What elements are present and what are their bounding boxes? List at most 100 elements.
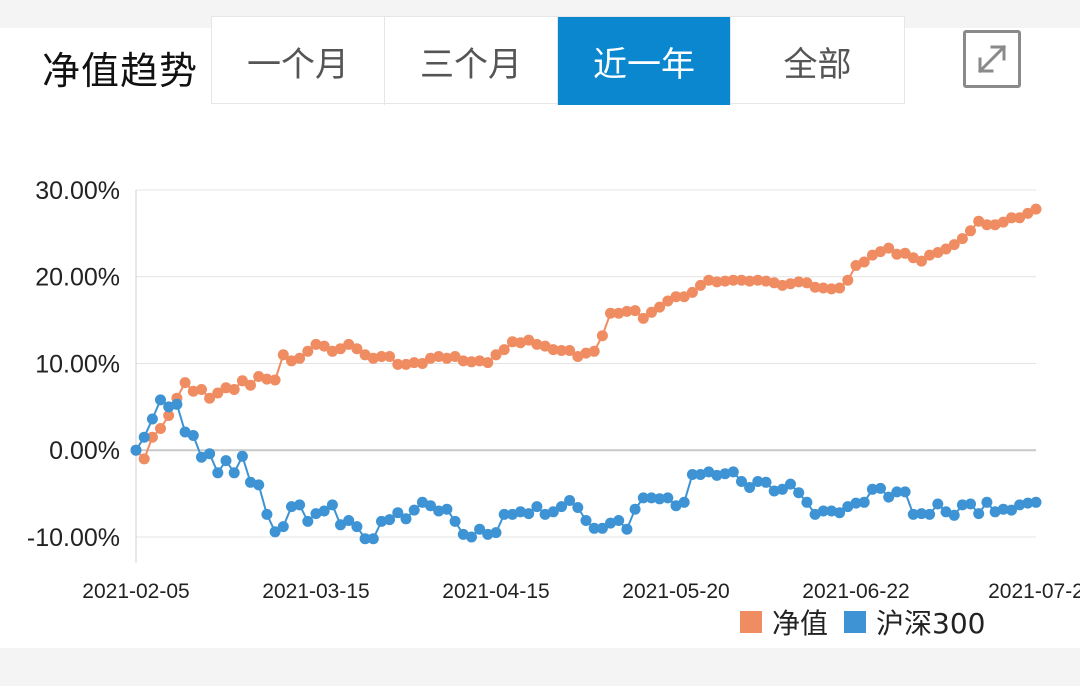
data-point[interactable] <box>875 482 886 494</box>
data-point[interactable] <box>646 306 657 318</box>
data-point[interactable] <box>204 448 216 460</box>
data-point[interactable] <box>335 343 346 355</box>
data-point[interactable] <box>425 352 436 364</box>
data-point[interactable] <box>817 505 829 517</box>
data-point[interactable] <box>997 503 1009 515</box>
data-point[interactable] <box>760 275 772 287</box>
data-point[interactable] <box>236 450 248 462</box>
data-point[interactable] <box>498 508 510 520</box>
data-point[interactable] <box>662 295 674 307</box>
data-point[interactable] <box>408 357 420 369</box>
data-point[interactable] <box>760 476 772 488</box>
data-point[interactable] <box>253 479 265 491</box>
data-point[interactable] <box>916 255 927 267</box>
data-point[interactable] <box>220 382 232 394</box>
data-point[interactable] <box>171 398 183 410</box>
data-point[interactable] <box>408 504 420 516</box>
data-point[interactable] <box>269 526 281 538</box>
data-point[interactable] <box>138 453 150 465</box>
data-point[interactable] <box>146 431 158 443</box>
data-point[interactable] <box>556 345 567 356</box>
data-point[interactable] <box>703 274 715 286</box>
data-point[interactable] <box>736 274 747 286</box>
data-point[interactable] <box>817 282 829 294</box>
data-point[interactable] <box>163 410 175 421</box>
data-point[interactable] <box>318 505 330 517</box>
fullscreen-button[interactable] <box>963 30 1021 88</box>
data-point[interactable] <box>956 233 968 245</box>
data-point[interactable] <box>326 499 338 511</box>
data-point[interactable] <box>646 492 657 504</box>
data-point[interactable] <box>302 515 314 527</box>
data-point[interactable] <box>539 340 551 352</box>
data-point[interactable] <box>506 336 518 348</box>
data-point[interactable] <box>1014 212 1026 224</box>
data-point[interactable] <box>228 467 240 479</box>
data-point[interactable] <box>678 291 690 303</box>
data-point[interactable] <box>261 508 273 520</box>
data-point[interactable] <box>736 476 747 487</box>
data-point[interactable] <box>433 351 445 362</box>
data-point[interactable] <box>1022 207 1034 219</box>
data-point[interactable] <box>744 482 756 493</box>
data-point[interactable] <box>850 497 862 509</box>
data-point[interactable] <box>744 275 756 287</box>
data-point[interactable] <box>613 515 625 526</box>
data-point[interactable] <box>703 466 715 478</box>
data-point[interactable] <box>367 533 379 545</box>
data-point[interactable] <box>335 519 346 531</box>
data-point[interactable] <box>768 485 780 497</box>
data-point[interactable] <box>277 521 289 533</box>
tab-all[interactable]: 全部 <box>783 44 852 85</box>
data-point[interactable] <box>654 493 666 505</box>
data-point[interactable] <box>187 385 199 397</box>
data-point[interactable] <box>793 487 805 499</box>
data-point[interactable] <box>670 291 682 303</box>
legend-item-index[interactable]: 沪深300 <box>844 602 985 642</box>
data-point[interactable] <box>482 528 494 540</box>
data-point[interactable] <box>629 305 641 317</box>
data-point[interactable] <box>842 501 854 513</box>
data-point[interactable] <box>883 491 895 503</box>
data-point[interactable] <box>891 248 903 260</box>
data-point[interactable] <box>662 492 674 504</box>
data-point[interactable] <box>564 345 576 356</box>
data-point[interactable] <box>686 286 698 298</box>
tab-three-months[interactable]: 三个月 <box>385 17 558 105</box>
data-point[interactable] <box>965 498 976 510</box>
data-point[interactable] <box>981 219 993 231</box>
data-point[interactable] <box>294 499 306 511</box>
data-point[interactable] <box>155 394 166 406</box>
data-point[interactable] <box>204 392 216 404</box>
data-point[interactable] <box>556 501 567 513</box>
data-point[interactable] <box>392 507 404 519</box>
data-point[interactable] <box>711 276 723 288</box>
data-point[interactable] <box>866 483 878 495</box>
data-point[interactable] <box>1006 212 1017 224</box>
data-point[interactable] <box>179 377 191 389</box>
data-point[interactable] <box>1006 504 1017 516</box>
data-point[interactable] <box>727 466 739 478</box>
data-point[interactable] <box>318 340 330 352</box>
data-point[interactable] <box>1030 203 1042 215</box>
data-point[interactable] <box>719 275 731 287</box>
data-point[interactable] <box>302 345 314 357</box>
data-point[interactable] <box>416 358 428 369</box>
data-point[interactable] <box>809 281 821 293</box>
data-point[interactable] <box>155 423 166 434</box>
data-point[interactable] <box>433 505 445 517</box>
data-point[interactable] <box>834 282 846 294</box>
data-point[interactable] <box>359 349 371 361</box>
data-point[interactable] <box>179 426 191 438</box>
data-point[interactable] <box>1022 497 1034 509</box>
data-point[interactable] <box>834 507 846 519</box>
data-point[interactable] <box>973 508 985 520</box>
data-point[interactable] <box>973 215 985 227</box>
data-point[interactable] <box>466 356 477 368</box>
data-point[interactable] <box>245 379 256 391</box>
data-point[interactable] <box>629 503 641 515</box>
data-point[interactable] <box>261 373 273 385</box>
data-point[interactable] <box>392 358 404 370</box>
data-point[interactable] <box>1014 499 1026 511</box>
data-point[interactable] <box>367 352 379 364</box>
